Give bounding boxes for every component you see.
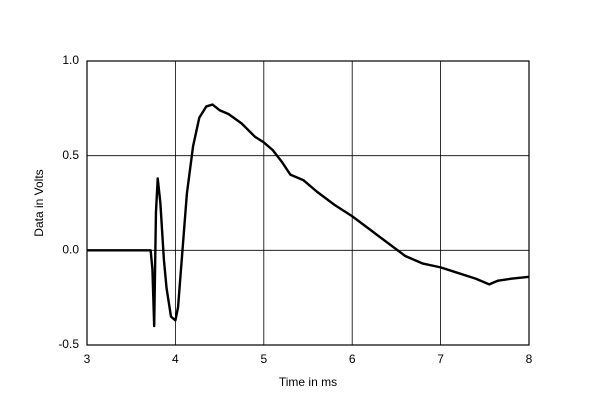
- x-tick-label: 3: [84, 352, 91, 366]
- x-tick-label: 7: [437, 352, 444, 366]
- y-tick-label: 1.0: [62, 53, 79, 67]
- x-tick-label: 4: [172, 352, 179, 366]
- x-tick-label: 6: [349, 352, 356, 366]
- y-tick-label: 0.0: [62, 243, 79, 257]
- y-axis-title: Data in Volts: [32, 169, 46, 236]
- y-tick-label: -0.5: [58, 337, 79, 351]
- plot-frame: [86, 60, 530, 346]
- data-line: [87, 103, 530, 328]
- x-tick-label: 8: [526, 352, 533, 366]
- x-tick-label: 5: [260, 352, 267, 366]
- x-axis-title: Time in ms: [279, 375, 337, 389]
- y-tick-label: 0.5: [62, 148, 79, 162]
